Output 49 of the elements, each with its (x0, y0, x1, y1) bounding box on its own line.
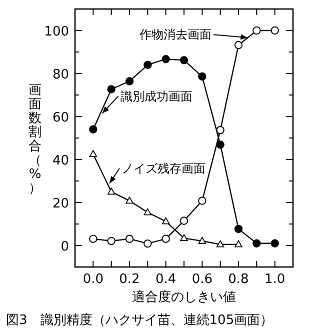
point (270, 26, 279, 35)
point (107, 188, 116, 195)
caption: 図3 識別精度（ハクサイ苗、連続105画面） (6, 312, 274, 328)
point (162, 54, 170, 64)
point (126, 196, 134, 204)
point (252, 26, 261, 35)
y-tick-label: 40 (52, 154, 69, 168)
point (144, 239, 152, 248)
point (198, 72, 206, 81)
point (144, 208, 152, 216)
y-axis-title: 画面数割合（%） (28, 83, 42, 196)
point (125, 234, 134, 243)
y-tick-label: 80 (52, 68, 69, 82)
point (252, 239, 261, 248)
point (216, 140, 224, 149)
x-tick-label: 0.8 (228, 272, 249, 287)
y-tick-label: 0 (60, 240, 69, 254)
point (216, 126, 224, 134)
x-tick-label: 0.2 (119, 272, 140, 287)
y-tick-label: 60 (52, 110, 69, 126)
y-tick-label: 20 (52, 196, 69, 212)
point (198, 196, 206, 205)
x-axis-title: 適合度のしきい値 (132, 289, 236, 305)
y-tick-label: 100 (44, 24, 69, 40)
point (234, 41, 243, 50)
x-tick-label: 0.4 (155, 272, 176, 287)
point (144, 60, 152, 69)
annotation: 作物消去画面 (138, 28, 212, 42)
point (107, 236, 116, 246)
point (180, 234, 188, 242)
x-tick-label: 0.6 (192, 272, 213, 287)
point (125, 77, 134, 86)
point (198, 236, 206, 244)
point (180, 216, 188, 225)
point (234, 224, 243, 234)
point (89, 125, 98, 134)
point (107, 85, 116, 94)
point (216, 240, 224, 248)
point (162, 217, 170, 224)
annotation: ノイズ残存画面 (122, 161, 206, 176)
x-tick-label: 1.0 (264, 272, 286, 287)
annotation: 識別成功画面 (120, 89, 192, 104)
x-tick-label: 0.0 (82, 272, 104, 287)
point (180, 56, 188, 64)
point (234, 240, 242, 248)
point (89, 234, 98, 243)
point (270, 239, 279, 248)
point (89, 150, 98, 157)
point (162, 234, 170, 243)
